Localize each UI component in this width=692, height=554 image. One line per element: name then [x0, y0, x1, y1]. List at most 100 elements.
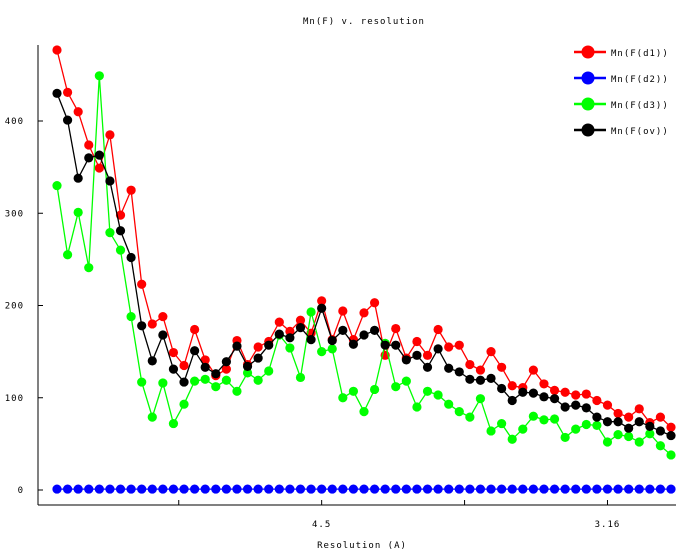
legend-label: Mn(F(d3)): [611, 101, 669, 111]
data-point: [592, 395, 602, 406]
data-point: [539, 484, 549, 494]
data-point: [94, 71, 104, 81]
data-point: [666, 450, 676, 460]
data-point: [433, 484, 443, 494]
data-point: [232, 386, 242, 396]
data-point: [52, 88, 62, 98]
x-tick-label: 4.5: [312, 520, 331, 530]
data-point: [624, 412, 634, 422]
data-point: [602, 484, 613, 494]
data-point: [158, 311, 168, 322]
data-point: [105, 130, 115, 140]
data-point: [253, 375, 263, 385]
y-tick-label: 0: [18, 486, 24, 496]
data-point: [327, 484, 337, 494]
data-point: [454, 340, 464, 350]
data-point: [602, 437, 613, 447]
data-point: [200, 355, 210, 365]
data-point: [422, 362, 433, 372]
data-point: [115, 484, 126, 494]
data-point: [211, 484, 221, 494]
data-point: [115, 245, 126, 255]
data-point: [444, 342, 454, 352]
data-point: [497, 418, 507, 429]
data-point: [412, 484, 422, 494]
data-point: [327, 335, 337, 346]
legend: Mn(F(d1)) Mn(F(d2)) Mn(F(d3)) Mn(F(ov)): [574, 45, 669, 137]
data-point: [147, 356, 157, 366]
data-point: [613, 408, 623, 419]
data-point: [655, 426, 666, 436]
data-point: [285, 333, 295, 343]
data-point: [137, 279, 147, 289]
data-point: [317, 484, 327, 494]
data-point: [391, 323, 401, 334]
x-axis-label: Resolution (A): [317, 541, 407, 551]
data-point: [264, 484, 274, 494]
data-point: [274, 329, 284, 339]
data-point: [666, 484, 676, 494]
data-point: [84, 153, 94, 163]
data-point: [518, 424, 528, 434]
data-point: [475, 375, 486, 385]
data-point: [655, 484, 666, 494]
data-point: [602, 400, 613, 410]
data-point: [412, 402, 422, 412]
data-point: [359, 308, 369, 318]
data-point: [295, 372, 306, 383]
data-point: [507, 434, 517, 444]
legend-swatch-marker: [581, 123, 595, 137]
data-point: [433, 390, 443, 400]
data-point: [571, 400, 581, 410]
data-point: [507, 484, 517, 494]
data-point: [94, 484, 104, 494]
data-point: [221, 375, 231, 385]
data-point: [147, 484, 157, 494]
series-2: [52, 484, 676, 494]
data-point: [253, 342, 263, 352]
data-point: [348, 484, 359, 494]
data-point: [285, 326, 295, 336]
data-point: [190, 376, 200, 386]
data-point: [571, 424, 581, 434]
data-point: [158, 484, 168, 494]
data-point: [52, 45, 62, 55]
series-layer: [52, 45, 676, 494]
data-point: [592, 412, 602, 422]
data-point: [645, 484, 655, 494]
data-point: [560, 387, 570, 397]
data-point: [179, 360, 189, 371]
data-point: [306, 484, 316, 494]
data-point: [84, 484, 94, 494]
data-point: [507, 395, 517, 406]
data-point: [253, 484, 263, 494]
data-point: [592, 484, 602, 494]
data-point: [317, 296, 327, 306]
legend-entry: Mn(F(d1)): [574, 45, 668, 59]
chart-title: Mn(F) v. resolution: [303, 17, 425, 27]
data-point: [624, 431, 634, 442]
data-point: [115, 226, 126, 236]
data-point: [221, 484, 231, 494]
data-point: [94, 150, 104, 160]
data-point: [380, 340, 390, 350]
data-point: [422, 350, 433, 360]
data-point: [497, 484, 507, 494]
data-point: [348, 386, 359, 396]
data-point: [592, 420, 602, 431]
data-point: [179, 377, 189, 387]
data-point: [126, 311, 136, 322]
data-point: [168, 364, 179, 374]
data-point: [486, 484, 496, 494]
data-point: [465, 412, 475, 422]
series-line: [56, 93, 672, 437]
data-point: [306, 335, 316, 345]
data-point: [391, 382, 401, 392]
data-point: [369, 325, 380, 336]
data-point: [94, 163, 104, 173]
data-point: [401, 355, 411, 365]
data-point: [401, 484, 411, 494]
data-point: [211, 382, 221, 392]
data-point: [486, 426, 496, 436]
